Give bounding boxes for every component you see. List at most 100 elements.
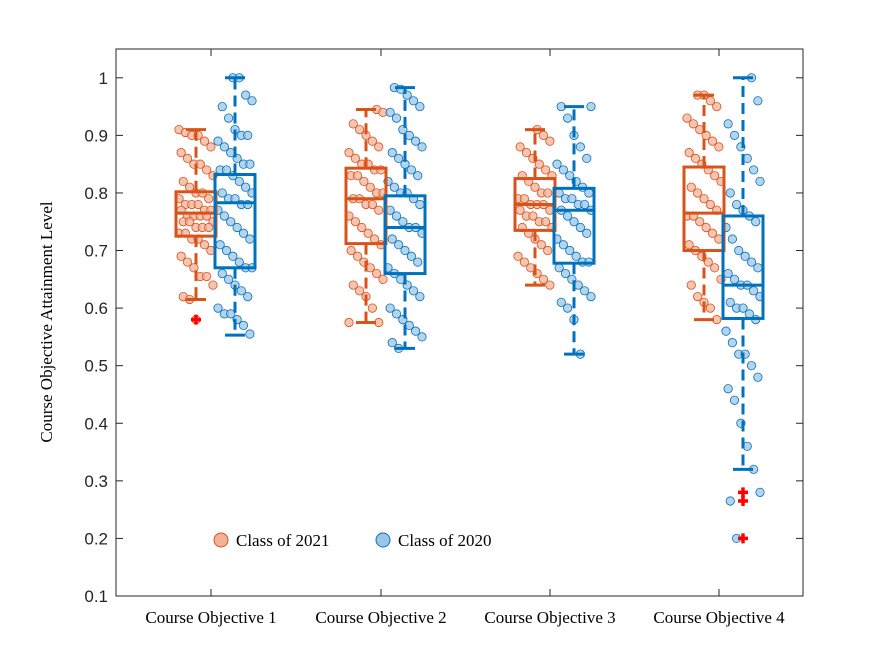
data-point xyxy=(521,148,532,158)
data-point xyxy=(234,176,244,187)
data-point xyxy=(710,263,720,273)
data-point xyxy=(721,326,731,336)
data-point xyxy=(219,211,229,221)
data-point xyxy=(176,251,186,261)
data-point xyxy=(202,271,212,282)
data-point xyxy=(545,280,555,290)
x-category-label: Course Objective 4 xyxy=(653,608,785,627)
data-point xyxy=(226,217,236,227)
data-point xyxy=(727,234,737,244)
data-point xyxy=(541,217,551,227)
data-point xyxy=(684,148,694,158)
data-point xyxy=(202,165,212,175)
data-point xyxy=(701,222,711,233)
data-point xyxy=(734,245,744,256)
box-iqr xyxy=(721,214,765,320)
data-point xyxy=(208,280,218,290)
data-point xyxy=(746,257,757,267)
data-point xyxy=(415,291,425,302)
data-point xyxy=(385,303,395,313)
data-point xyxy=(695,217,705,227)
data-point xyxy=(751,217,761,227)
data-point xyxy=(552,159,562,169)
y-tick-label: 0.1 xyxy=(84,587,108,606)
box-iqr xyxy=(383,194,427,276)
outlier-marker xyxy=(738,487,748,498)
data-point xyxy=(408,96,419,106)
data-point xyxy=(686,182,696,192)
data-point xyxy=(217,101,227,112)
data-point xyxy=(690,153,701,163)
data-point xyxy=(723,384,733,394)
legend-label-class-2020: Class of 2020 xyxy=(398,531,492,550)
data-point xyxy=(413,257,423,267)
data-point xyxy=(705,303,715,313)
data-point xyxy=(221,245,232,256)
data-point xyxy=(411,136,421,146)
data-point xyxy=(226,309,236,319)
data-point xyxy=(352,251,363,261)
data-point xyxy=(387,234,397,244)
data-point xyxy=(372,268,382,279)
data-point xyxy=(688,119,698,129)
data-point xyxy=(199,136,210,146)
data-point xyxy=(545,136,555,146)
data-point xyxy=(206,142,216,152)
data-point xyxy=(236,286,246,296)
data-point xyxy=(245,234,255,244)
y-tick-label: 0.3 xyxy=(84,472,108,491)
data-point xyxy=(543,245,553,256)
data-point xyxy=(686,280,696,290)
data-point xyxy=(417,142,427,152)
data-point xyxy=(415,199,425,210)
y-tick-label: 0.9 xyxy=(84,126,108,145)
data-point xyxy=(753,263,763,273)
y-axis: 0.1 0.2 0.3 0.4 0.5 0.6 0.7 0.8 0.9 1 xyxy=(84,69,803,606)
data-point xyxy=(682,113,692,123)
data-point xyxy=(199,240,210,250)
data-point xyxy=(204,194,214,204)
data-point xyxy=(213,136,223,146)
data-point xyxy=(217,188,227,198)
data-point xyxy=(406,251,416,261)
data-point xyxy=(543,188,553,198)
data-point xyxy=(391,211,402,221)
data-point xyxy=(394,240,404,250)
data-point xyxy=(575,222,585,233)
y-tick-label: 0.7 xyxy=(84,242,108,261)
data-point xyxy=(367,303,377,313)
data-point xyxy=(725,496,735,506)
data-point xyxy=(729,274,740,284)
data-point xyxy=(178,176,188,187)
data-point xyxy=(348,280,358,290)
data-point xyxy=(350,217,360,227)
data-point xyxy=(344,148,354,158)
data-point xyxy=(204,222,214,233)
data-point xyxy=(582,153,592,163)
data-point xyxy=(224,113,234,123)
data-point xyxy=(534,159,544,169)
y-tick-label: 0.5 xyxy=(84,357,108,376)
data-point xyxy=(705,96,715,106)
data-point xyxy=(234,257,244,267)
data-point xyxy=(406,165,416,175)
data-point xyxy=(563,113,573,123)
data-point xyxy=(400,245,410,256)
data-point xyxy=(755,176,765,187)
y-tick-label: 0.2 xyxy=(84,529,108,548)
data-point xyxy=(367,136,377,146)
data-point xyxy=(753,96,763,106)
data-point xyxy=(394,153,404,163)
data-point xyxy=(536,240,546,250)
data-point xyxy=(217,268,227,279)
y-tick-label: 1 xyxy=(99,69,108,88)
data-point xyxy=(367,199,377,210)
data-point xyxy=(232,222,242,233)
data-point xyxy=(738,303,748,313)
data-point xyxy=(567,194,577,204)
data-point xyxy=(727,338,737,348)
data-point xyxy=(541,165,551,175)
data-point xyxy=(586,291,596,302)
data-point xyxy=(387,148,397,158)
data-point xyxy=(417,332,427,342)
